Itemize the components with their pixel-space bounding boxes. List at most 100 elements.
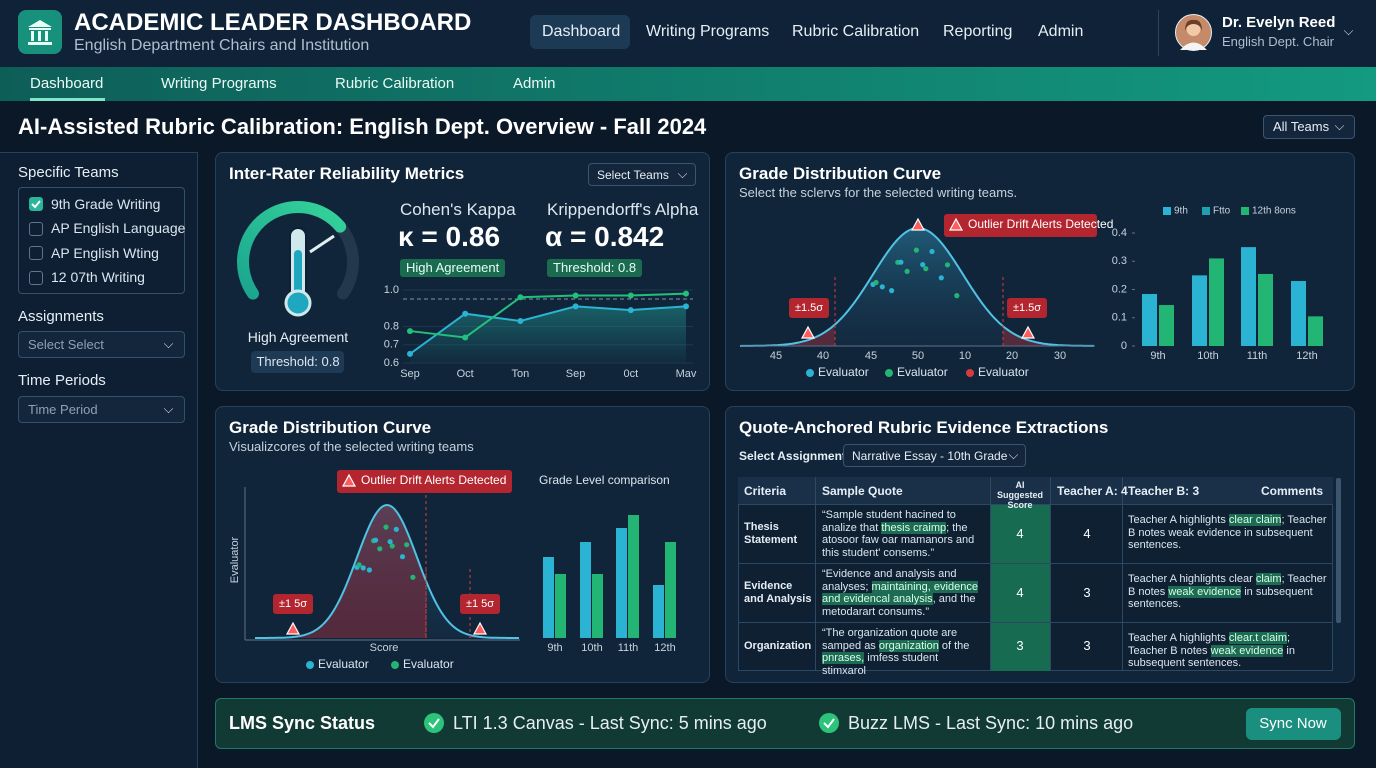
line-point: [407, 328, 413, 335]
nav-item[interactable]: Reporting: [943, 23, 1013, 41]
nav-item[interactable]: Admin: [1038, 23, 1084, 41]
line-point: [517, 318, 524, 325]
text-run: ; the atosoor faw oar mamanors and this …: [822, 521, 975, 559]
alert-badge: [337, 470, 512, 493]
lms-panel: [215, 698, 1355, 749]
sample-dot: [944, 262, 951, 268]
assignment-select[interactable]: [843, 444, 1026, 467]
metric-value: α = 0.842: [545, 221, 665, 253]
y-tick-label: 0.6: [384, 357, 399, 369]
sample-dot: [954, 293, 960, 299]
legend-dot: [806, 369, 814, 377]
bar: [592, 574, 603, 638]
check-path: [31, 200, 41, 209]
sync-button[interactable]: [1246, 708, 1341, 740]
sync-item: Buzz LMS - Last Sync: 10 mins ago: [848, 713, 1134, 734]
warning-icon: [472, 621, 488, 635]
checkbox[interactable]: [29, 270, 43, 285]
thermometer-level: [294, 250, 302, 300]
highlight: weak evidence: [1210, 644, 1284, 657]
gauge-label: High Agreement: [247, 328, 349, 345]
checkbox[interactable]: [29, 197, 43, 211]
column-rule: [1122, 477, 1123, 671]
assignment-select[interactable]: [18, 331, 185, 358]
nav-active: [530, 15, 630, 49]
legend-label: Evaluator: [978, 365, 1029, 379]
subnav-item[interactable]: Rubric Calibration: [335, 75, 455, 92]
app-subtitle: English Department Chairs and Institutio…: [74, 37, 370, 55]
sigma-badge: [460, 594, 500, 614]
text-run: imfess student stimxarol: [822, 652, 939, 677]
text-run: Teacher A highlights clear: [1128, 573, 1256, 585]
nav-item[interactable]: Dashboard: [542, 23, 621, 41]
alert-label: Outlier Drift Alerts Detected: [361, 473, 506, 487]
checkbox[interactable]: [29, 221, 43, 236]
highlight: thesis craimp: [881, 521, 947, 534]
nav-item[interactable]: Writing Programs: [646, 23, 770, 41]
legend-label: 9th: [1174, 206, 1188, 217]
y-tick-label: 0.1: [1112, 312, 1127, 324]
column-header: Comments: [1260, 483, 1323, 498]
gauge-needle: [309, 234, 335, 254]
ai-score: 4: [1016, 525, 1024, 541]
subnav-item[interactable]: Admin: [513, 75, 556, 92]
sample-dot: [923, 266, 929, 272]
sync-ok-check: [823, 718, 835, 729]
logo-icon: [28, 20, 52, 45]
bar: [1192, 275, 1207, 346]
bar: [1308, 316, 1323, 346]
x-tick-label: Sep: [566, 368, 586, 380]
line-point: [572, 303, 579, 310]
outlier-region: [255, 505, 426, 638]
line-area: [410, 306, 686, 363]
team-select[interactable]: [588, 163, 696, 186]
metric-label: Cohen's Kappa: [400, 199, 516, 219]
logo: [18, 10, 62, 54]
time-select[interactable]: [18, 396, 185, 423]
legend-swatch: [1241, 207, 1249, 215]
row-rule: [738, 504, 1333, 505]
legend-label: Evaluator: [818, 365, 869, 379]
x-tick-label: 40: [817, 350, 829, 362]
select-label: Select Teams: [597, 167, 669, 182]
line-series: [409, 305, 687, 355]
check: [31, 200, 41, 209]
team-filter[interactable]: [1263, 115, 1355, 139]
panel-title: Quote-Anchored Rubric Evidence Extractio…: [739, 417, 1109, 437]
checkbox[interactable]: [29, 246, 43, 260]
text-run: Teacher A highlights: [1128, 632, 1229, 644]
subnav-item[interactable]: Writing Programs: [161, 75, 277, 92]
x-tick-label: Oct: [457, 368, 474, 380]
column-rule: [990, 477, 991, 671]
bar: [1291, 281, 1306, 346]
rich-text: “Evidence and analysis and analyses; mai…: [822, 568, 984, 618]
team-option: AP English Language: [51, 220, 186, 237]
legend-label: 12th 8ons: [1252, 206, 1296, 217]
legend-dot: [885, 369, 893, 377]
building: [28, 20, 52, 45]
criteria-cell: Organization: [744, 639, 812, 652]
metric-badge: High Agreement: [400, 259, 506, 277]
panel-subtitle: Visualizcores of the selected writing te…: [229, 439, 474, 455]
x-tick-label: Sep: [400, 368, 420, 380]
sync-button-label[interactable]: Sync Now: [1259, 715, 1327, 732]
sample-dot: [383, 524, 389, 530]
alert-badge: [944, 214, 1097, 237]
column-header: Teacher B: 3: [1128, 483, 1200, 498]
legend-dot: [391, 661, 399, 669]
team-option: 12 07th Writing: [51, 269, 145, 286]
panel-title: Inter-Rater Reliability Metrics: [229, 163, 465, 183]
legend-label: Evaluator: [403, 657, 454, 671]
nav-item[interactable]: Rubric Calibration: [792, 23, 920, 41]
line-point: [683, 303, 689, 310]
subnav-item[interactable]: Dashboard: [30, 75, 104, 92]
column-header: Teacher A: 4: [1057, 483, 1128, 498]
column-header: Sample Quote: [822, 483, 903, 498]
bar: [653, 585, 664, 638]
gauge-threshold: [251, 351, 344, 373]
hair: [1185, 19, 1202, 31]
x-tick-label: Ton: [512, 368, 530, 380]
avatar-face: [1180, 19, 1207, 50]
bar: [1142, 294, 1157, 346]
